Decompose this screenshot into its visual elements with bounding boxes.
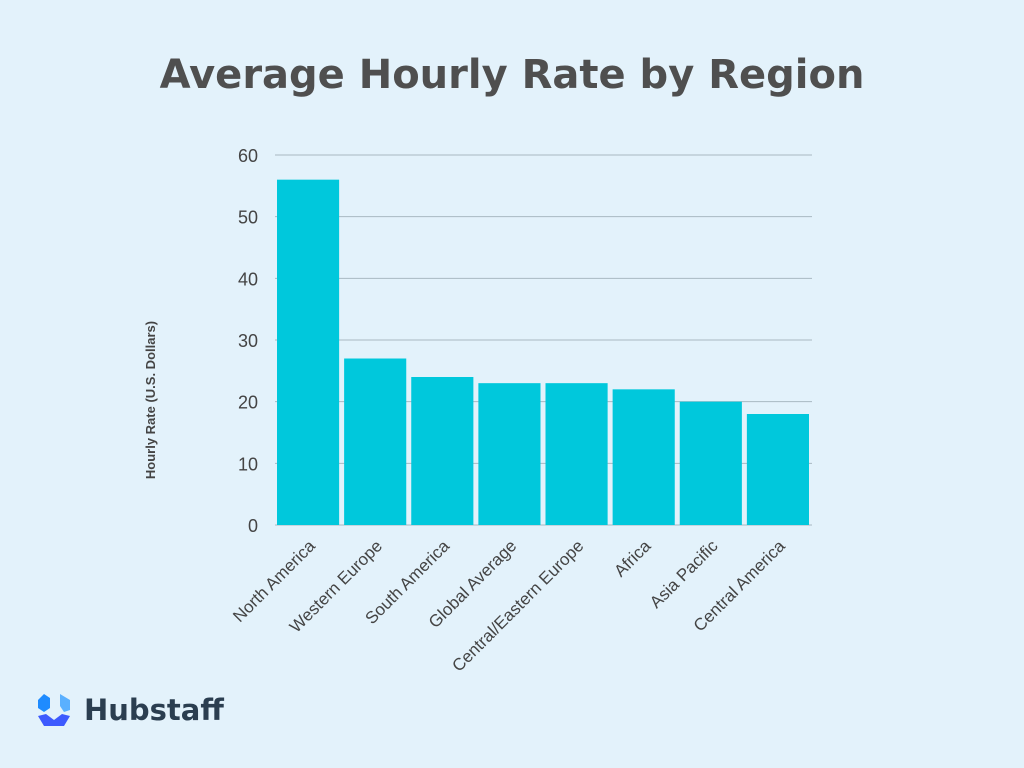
bar	[679, 401, 742, 525]
y-tick-label: 20	[238, 393, 258, 413]
bar	[277, 179, 340, 525]
y-tick-label: 40	[238, 269, 258, 289]
hubstaff-logo: Hubstaff	[34, 690, 224, 730]
bar	[612, 389, 675, 525]
y-tick-label: 60	[238, 146, 258, 166]
y-tick-label: 0	[248, 516, 258, 536]
hubstaff-logo-icon	[38, 694, 70, 726]
x-tick-label: Central/Eastern Europe	[448, 536, 587, 675]
bar	[411, 377, 474, 525]
x-tick-label: Africa	[610, 536, 655, 581]
bar	[746, 414, 809, 525]
y-axis-label: Hourly Rate (U.S. Dollars)	[143, 321, 158, 479]
y-tick-label: 10	[238, 454, 258, 474]
bar	[545, 383, 608, 525]
bar	[478, 383, 541, 525]
y-tick-label: 50	[238, 208, 258, 228]
logo-text: Hubstaff	[84, 693, 224, 727]
chart-title: Average Hourly Rate by Region	[159, 52, 865, 98]
y-tick-label: 30	[238, 331, 258, 351]
bar	[344, 358, 407, 525]
